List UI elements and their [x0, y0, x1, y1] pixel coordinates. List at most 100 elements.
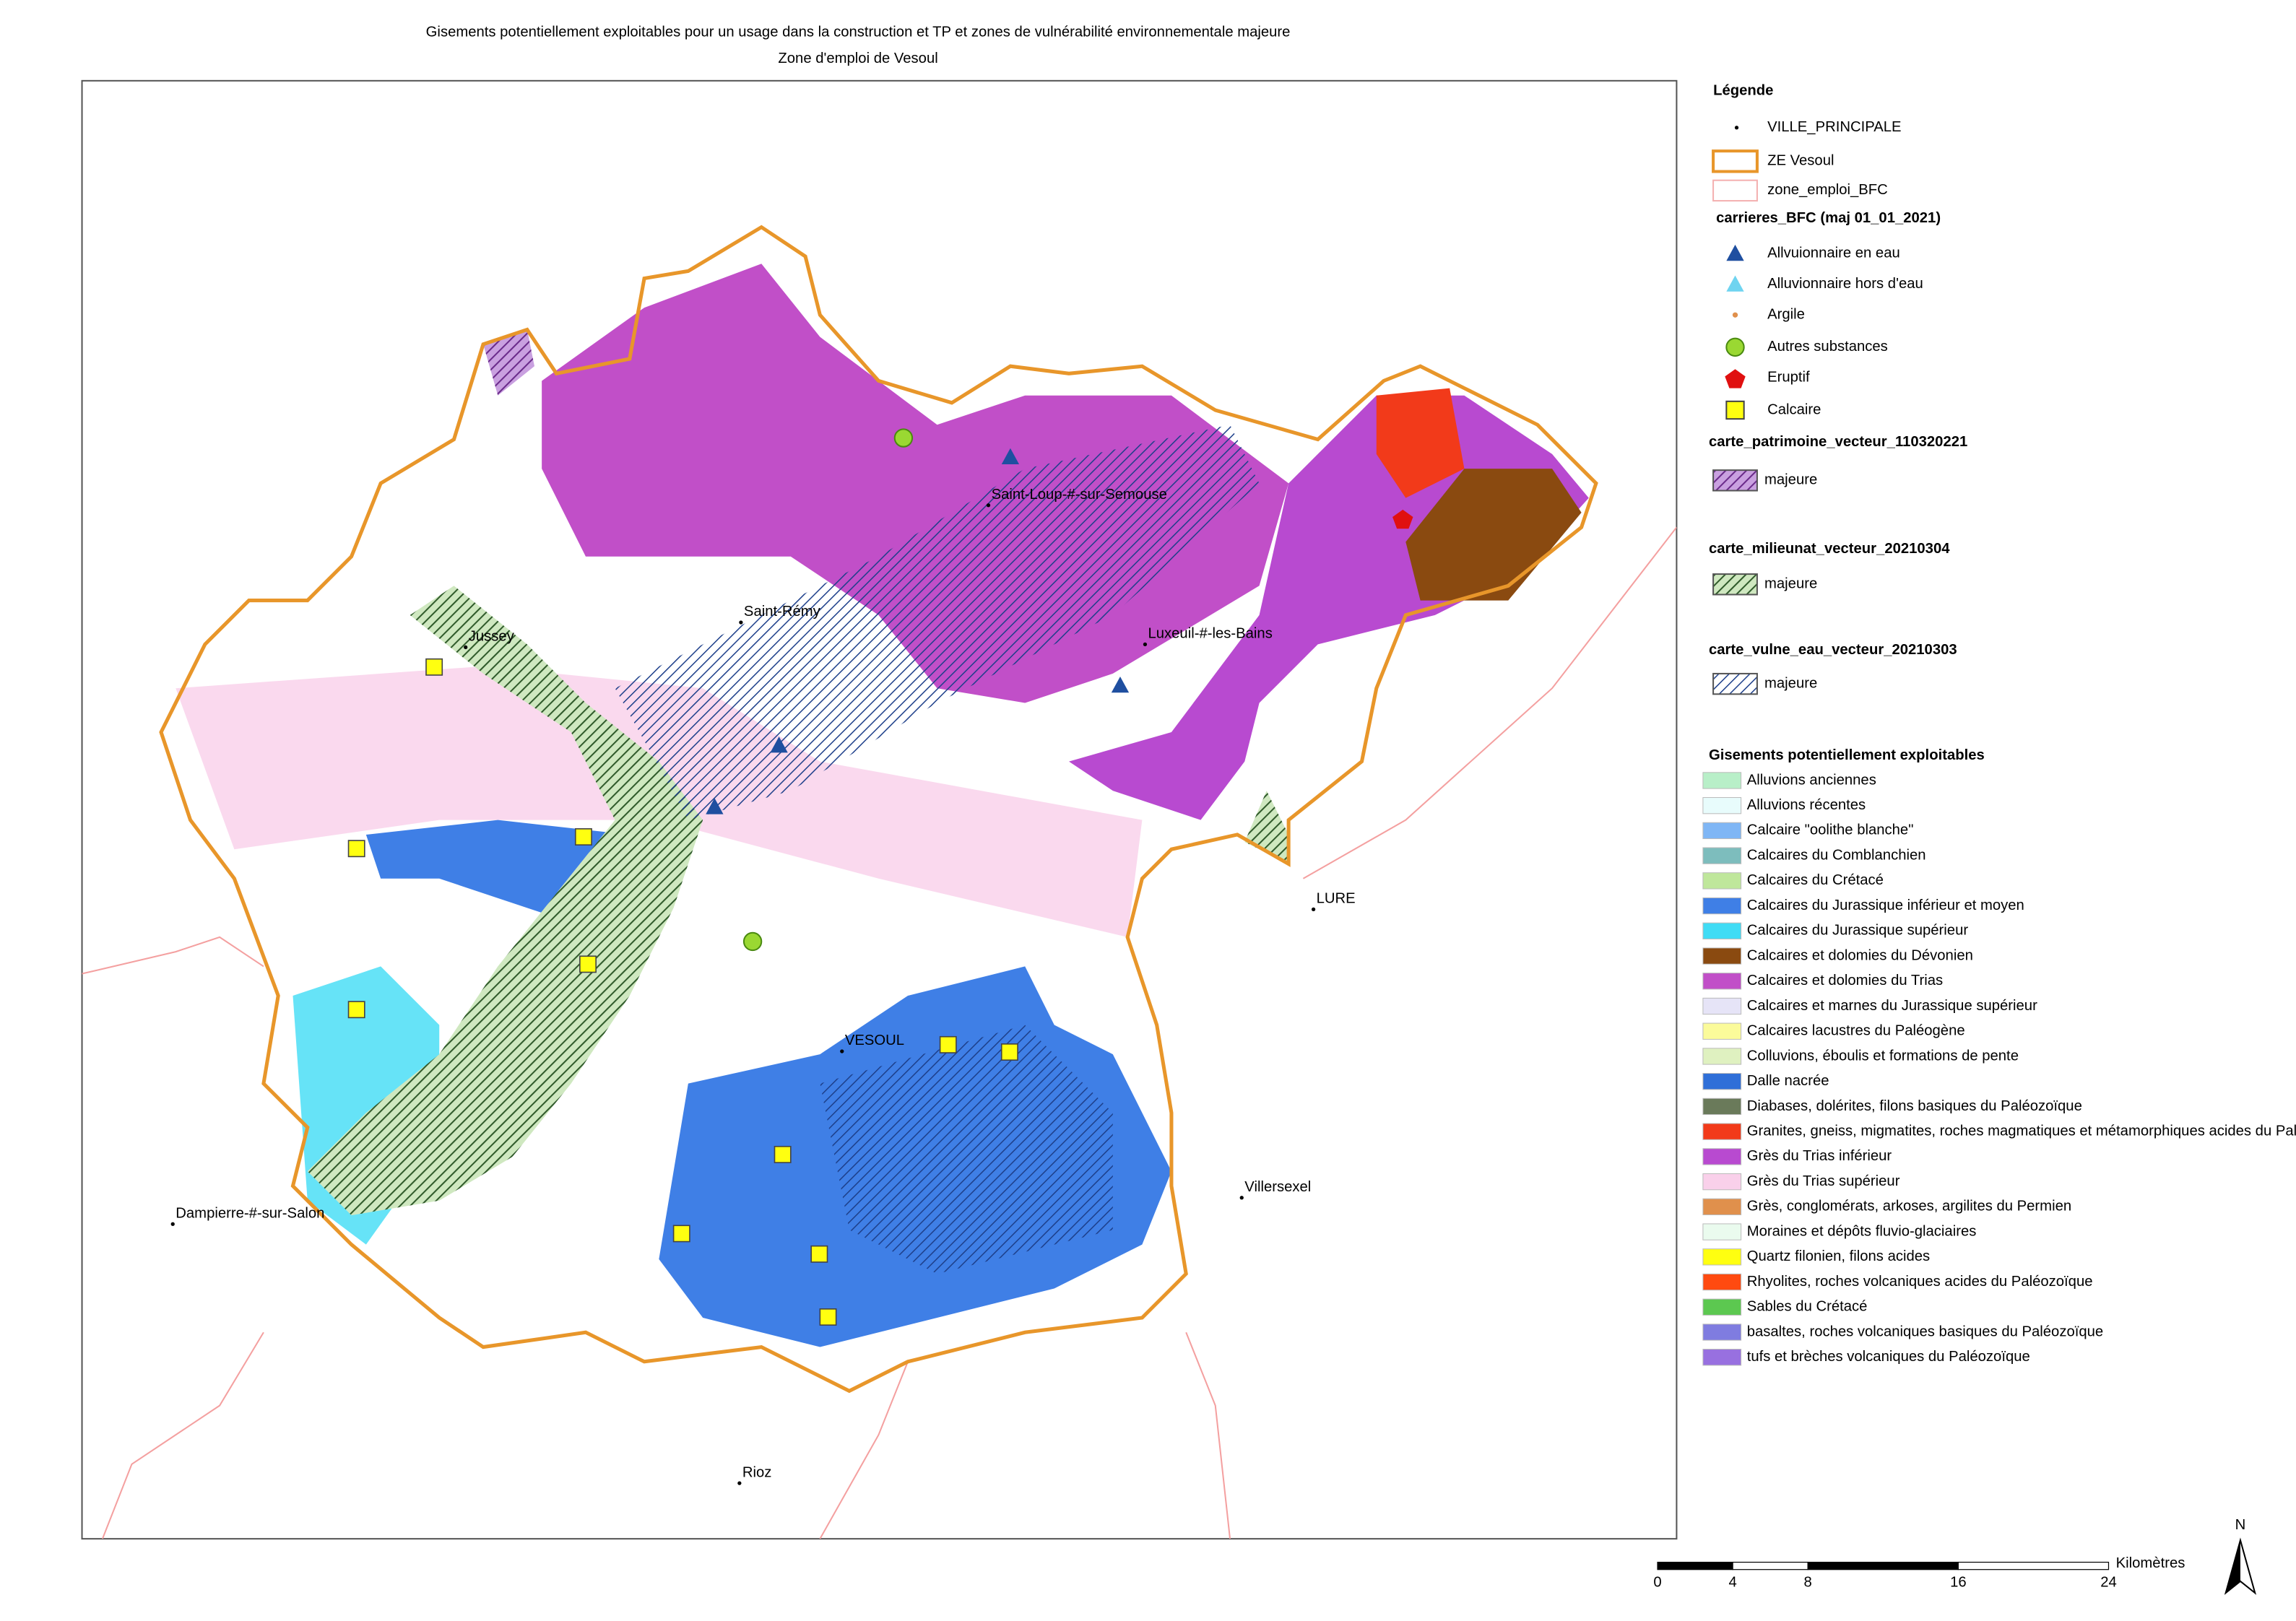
- boundary: [819, 1361, 909, 1539]
- legend-item: Colluvions, éboulis et formations de pen…: [1747, 1048, 2019, 1064]
- legend-item: Argile: [1767, 307, 1805, 323]
- legend-group-title: carte_vulne_eau_vecteur_20210303: [1709, 642, 1957, 658]
- city-dot: [737, 1481, 742, 1485]
- legend-item: Calcaires lacustres du Paléogène: [1747, 1023, 1965, 1039]
- scale-label: 16: [1950, 1574, 1967, 1590]
- map: Saint-Loup-#-sur-Semouse Saint-Rémy Jussey…: [82, 225, 1677, 1539]
- swatch: [1712, 672, 1758, 695]
- swatch: [1712, 573, 1758, 596]
- subtitle: Zone d'emploi de Vesoul: [778, 51, 937, 66]
- swatch: [1702, 772, 1742, 789]
- patrimoine: [483, 329, 535, 396]
- boundary: [101, 1331, 264, 1539]
- legend-item: Alluvions récentes: [1747, 797, 1866, 813]
- swatch: [1702, 1273, 1742, 1291]
- swatch: [1702, 922, 1742, 939]
- city-dot: [1311, 907, 1316, 911]
- legend-item: Eruptif: [1767, 370, 1810, 386]
- legend-item: ZE Vesoul: [1767, 153, 1834, 169]
- legend-item: Alluvions anciennes: [1747, 772, 1876, 788]
- swatch: [1732, 312, 1738, 318]
- legend-item: Calcaires et marnes du Jurassique supéri…: [1747, 998, 2037, 1014]
- legend-group-title: Gisements potentiellement exploitables: [1709, 747, 1985, 763]
- city-label: Jussey: [469, 629, 515, 645]
- ze-vesoul-outline: [159, 225, 1598, 1394]
- swatch: [1712, 469, 1758, 492]
- legend-item: majeure: [1764, 675, 1817, 691]
- swatch: [1702, 1098, 1742, 1116]
- legend-item: Rhyolites, roches volcaniques acides du …: [1747, 1274, 2093, 1290]
- swatch: [1702, 1223, 1742, 1240]
- city-dot: [840, 1049, 844, 1053]
- swatch: [1702, 797, 1742, 814]
- boundary: [1302, 526, 1677, 879]
- legend-item: Calcaire: [1767, 401, 1821, 417]
- legend-item: basaltes, roches volcaniques basiques du…: [1747, 1324, 2103, 1339]
- swatch: [1702, 1123, 1742, 1140]
- swatch: [1702, 1022, 1742, 1040]
- legend-item: Diabases, dolérites, filons basiques du …: [1747, 1098, 2082, 1114]
- city-dot: [739, 620, 743, 625]
- legend-item: Alluvionnaire hors d'eau: [1767, 276, 1923, 292]
- city-label: Saint-Loup-#-sur-Semouse: [992, 487, 1167, 503]
- city-label: Dampierre-#-sur-Salon: [176, 1205, 324, 1221]
- scale-label: 8: [1804, 1574, 1812, 1590]
- legend-item: Calcaires du Comblanchien: [1747, 847, 1926, 863]
- legend: Légende VILLE_PRINCIPALE ZE Vesoul zone_emp…: [1702, 82, 2296, 1366]
- swatch: [1725, 337, 1745, 357]
- scale-label: 24: [2100, 1574, 2117, 1590]
- swatch: [1712, 179, 1758, 202]
- city-dot: [1143, 642, 1148, 647]
- legend-item: Calcaires et dolomies du Dévonien: [1747, 947, 1973, 963]
- swatch: [1734, 126, 1739, 130]
- scale-bar: 0 4 8 16 24 Kilomètres: [1653, 1555, 2185, 1590]
- swatch: [1726, 244, 1744, 261]
- swatch: [1702, 822, 1742, 840]
- autres-quarry: [893, 428, 914, 448]
- swatch: [1702, 1073, 1742, 1090]
- legend-item: Calcaires du Jurassique inférieur et moy…: [1747, 898, 2024, 913]
- scale-label: 0: [1653, 1574, 1661, 1590]
- legend-item: zone_emploi_BFC: [1767, 182, 1888, 198]
- legend-item: Calcaires du Jurassique supérieur: [1747, 923, 1969, 939]
- legend-item: Calcaires du Crétacé: [1747, 872, 1884, 888]
- city-label: VESOUL: [845, 1033, 904, 1048]
- swatch: [1702, 847, 1742, 864]
- city-label: Villersexel: [1244, 1179, 1311, 1195]
- north-label: N: [2235, 1517, 2246, 1533]
- north-arrow: N: [2224, 1517, 2257, 1595]
- legend-item: Dalle nacrée: [1747, 1073, 1829, 1089]
- legend-item: Autres substances: [1767, 339, 1888, 355]
- granites: [1376, 388, 1465, 498]
- city-label: LURE: [1317, 891, 1356, 907]
- swatch: [1702, 1048, 1742, 1065]
- city-dot: [170, 1222, 175, 1226]
- swatch: [1725, 369, 1746, 388]
- title: Gisements potentiellement exploitables p…: [426, 24, 1291, 40]
- legend-item: Allvuionnaire en eau: [1767, 245, 1900, 261]
- legend-item: majeure: [1764, 576, 1817, 592]
- scale-unit: Kilomètres: [2116, 1555, 2185, 1571]
- swatch: [1702, 1349, 1742, 1366]
- boundary: [82, 936, 264, 975]
- swatch: [1725, 400, 1745, 420]
- autres-quarry: [742, 931, 763, 952]
- legend-group-title: carte_patrimoine_vecteur_110320221: [1709, 434, 1967, 450]
- swatch: [1702, 1298, 1742, 1316]
- legend-item: Grès du Trias supérieur: [1747, 1173, 1900, 1189]
- milieunat: [307, 586, 703, 1216]
- legend-item: Calcaire "oolithe blanche": [1747, 822, 1914, 838]
- scale-segment: [1957, 1561, 2110, 1570]
- alluvion-quarries: [706, 448, 1130, 814]
- legend-item: majeure: [1764, 472, 1817, 488]
- swatch: [1712, 149, 1759, 173]
- swatch: [1702, 872, 1742, 890]
- legend-item: VILLE_PRINCIPALE: [1767, 119, 1901, 135]
- swatch: [1702, 997, 1742, 1015]
- city-label: Luxeuil-#-les-Bains: [1148, 626, 1273, 642]
- legend-item: Quartz filonien, filons acides: [1747, 1248, 1930, 1264]
- swatch: [1702, 1148, 1742, 1165]
- scale-segment: [1732, 1561, 1808, 1570]
- calcaire-quarries: [347, 658, 1018, 1326]
